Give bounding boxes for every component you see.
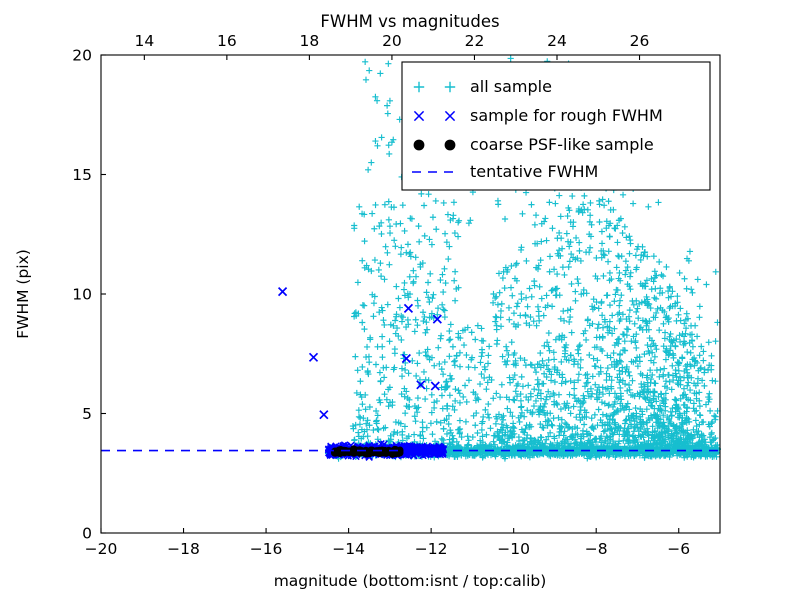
y-tick-label: 0 [82,525,92,543]
y-tick-label: 15 [72,166,92,184]
x-axis-label: magnitude (bottom:isnt / top:calib) [274,572,547,590]
legend-frame [401,61,711,191]
legend-marker-plus-icon [413,81,456,93]
x-tick-label: −20 [85,540,118,558]
legend-entries: all sample sample for rough FWHM coarse PS… [412,77,663,181]
x-tick-label: −8 [585,540,608,558]
y-axis-left-ticks: 0 5 10 15 20 [72,47,106,543]
x-top-tick-label: 16 [217,32,237,50]
legend-entry: tentative FWHM [412,162,598,181]
y-axis-label: FWHM (pix) [14,249,32,339]
y-tick-label: 20 [72,47,92,65]
x-top-tick-label: 26 [630,32,650,50]
legend-label: coarse PSF-like sample [470,135,654,154]
x-top-tick-label: 18 [300,32,320,50]
x-axis-top-ticks: 14 16 18 20 22 24 26 [134,32,649,60]
plot-legend[interactable]: all sample sample for rough FWHM coarse PS… [401,61,711,191]
x-tick-label: −14 [332,540,365,558]
x-top-tick-label: 22 [465,32,485,50]
x-tick-label: −16 [250,540,283,558]
legend-label: sample for rough FWHM [470,106,663,125]
legend-label: tentative FWHM [470,162,598,181]
x-top-tick-label: 14 [134,32,154,50]
x-top-tick-label: 24 [547,32,567,50]
y-tick-label: 10 [72,286,92,304]
legend-entry: all sample [413,77,552,96]
x-tick-label: −10 [497,540,530,558]
x-tick-label: −12 [415,540,448,558]
x-tick-label: −18 [167,540,200,558]
legend-entry: sample for rough FWHM [413,106,663,125]
legend-marker-dot-icon [413,139,456,151]
legend-entry: coarse PSF-like sample [413,135,654,154]
x-top-tick-label: 20 [382,32,402,50]
legend-label: all sample [470,77,552,96]
x-tick-label: −6 [667,540,690,558]
chart-title: FWHM vs magnitudes [320,12,499,31]
series-coarse-psf-like-sample [330,445,404,458]
legend-marker-crdotss-icon [413,110,456,122]
y-tick-label: 5 [82,405,92,423]
x-axis-bottom-ticks: −20 −18 −16 −14 −12 −10 −8 −6 [85,528,690,558]
